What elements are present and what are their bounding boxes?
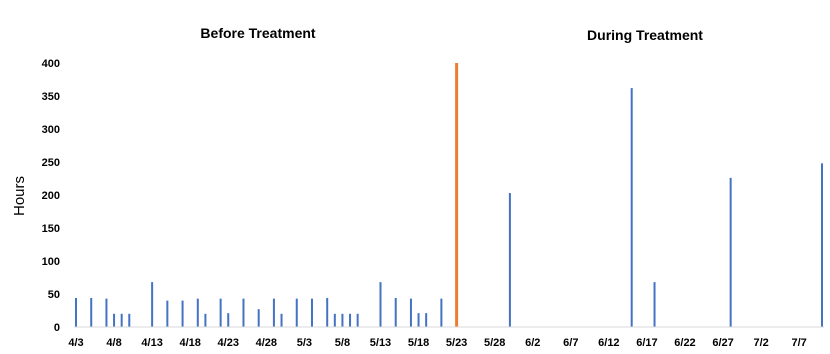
- bar: [280, 313, 283, 327]
- y-tick-label: 200: [42, 190, 60, 202]
- bar: [653, 282, 656, 327]
- y-tick-label: 150: [42, 223, 60, 235]
- x-tick-label: 5/18: [408, 337, 429, 349]
- bar: [341, 313, 344, 327]
- bar: [272, 298, 275, 327]
- x-tick-label: 6/12: [598, 337, 619, 349]
- y-tick-label: 350: [42, 91, 60, 103]
- x-ticks-layer: 4/3 4/8 4/13 4/18 4/23 4/28 5/3 5/8 5/13 5/18 5/23…: [68, 337, 806, 349]
- x-tick-label: 7/7: [792, 337, 807, 349]
- x-tick-label: 7/2: [753, 337, 768, 349]
- y-tick-label: 100: [42, 256, 60, 268]
- y-tick-label: 0: [54, 322, 60, 334]
- x-tick-label: 5/3: [297, 337, 312, 349]
- y-tick-label: 400: [42, 58, 60, 70]
- bar: [630, 88, 633, 327]
- bars-layer: [75, 88, 823, 327]
- x-tick-label: 4/3: [68, 337, 83, 349]
- bar: [425, 313, 428, 327]
- bar: [379, 282, 382, 327]
- x-tick-label: 6/17: [636, 337, 657, 349]
- y-tick-label: 300: [42, 124, 60, 136]
- x-tick-label: 6/22: [674, 337, 695, 349]
- bar: [295, 298, 298, 327]
- bar: [166, 300, 169, 327]
- bar: [257, 309, 260, 327]
- bar: [356, 313, 359, 327]
- x-tick-label: 4/13: [141, 337, 162, 349]
- bar: [120, 313, 123, 327]
- bar: [219, 298, 222, 327]
- x-tick-label: 4/18: [179, 337, 200, 349]
- bar: [181, 300, 184, 327]
- bar: [242, 298, 245, 327]
- bar: [151, 282, 154, 327]
- x-tick-label: 6/27: [712, 337, 733, 349]
- x-tick-label: 5/8: [335, 337, 350, 349]
- x-tick-label: 5/28: [484, 337, 505, 349]
- annotation-before-treatment: Before Treatment: [200, 25, 315, 41]
- bar: [326, 297, 329, 327]
- y-ticks-layer: 0 50 100 150 200 250 300 350 400: [42, 58, 60, 334]
- bar: [333, 313, 336, 327]
- x-tick-label: 5/23: [446, 337, 467, 349]
- y-tick-label: 250: [42, 157, 60, 169]
- bar: [204, 313, 207, 327]
- x-tick-label: 6/2: [525, 337, 540, 349]
- bar: [508, 193, 511, 327]
- x-tick-label: 6/7: [563, 337, 578, 349]
- bar: [196, 298, 199, 327]
- bar: [349, 313, 352, 327]
- x-tick-label: 5/13: [370, 337, 391, 349]
- bar: [90, 297, 93, 327]
- bar: [394, 297, 397, 327]
- bar: [75, 297, 77, 327]
- bar: [227, 313, 230, 327]
- x-tick-label: 4/28: [256, 337, 277, 349]
- bar: [409, 298, 412, 327]
- annotation-during-treatment: During Treatment: [587, 27, 703, 43]
- bar: [310, 298, 313, 327]
- bar: [105, 298, 108, 327]
- bar: [440, 298, 443, 327]
- bar: [729, 177, 732, 327]
- x-tick-label: 4/23: [218, 337, 239, 349]
- bar: [821, 163, 823, 327]
- bar: [113, 313, 116, 327]
- x-tick-label: 4/8: [106, 337, 121, 349]
- bar: [417, 313, 420, 327]
- y-tick-label: 50: [48, 289, 60, 301]
- bar: [128, 313, 131, 327]
- y-axis-label: Hours: [11, 176, 28, 216]
